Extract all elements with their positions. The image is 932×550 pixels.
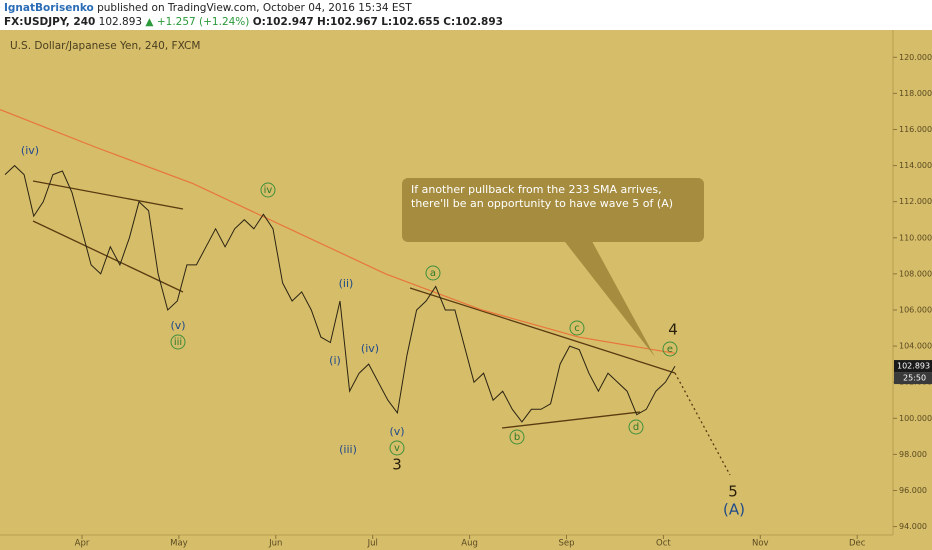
- y-tick-label: 108.000: [899, 269, 932, 278]
- author[interactable]: IgnatBorisenko: [4, 2, 94, 14]
- low: L:102.655: [381, 16, 440, 28]
- wave-circle: [569, 320, 585, 336]
- callout-text: If another pullback from the 233 SMA arr…: [411, 183, 662, 196]
- wave-circle: [170, 334, 186, 350]
- wave-label: iii: [174, 337, 182, 348]
- timer-box: [894, 372, 932, 385]
- y-tick-label: 94.000: [899, 522, 927, 531]
- wave-circle: [260, 182, 276, 198]
- wave-label: 3: [392, 456, 402, 474]
- x-tick-label: Nov: [752, 539, 769, 549]
- chart-title: U.S. Dollar/Japanese Yen, 240, FXCM: [10, 40, 200, 52]
- header-line-2: FX:USDJPY, 240 102.893 ▲ +1.257 (+1.24%)…: [4, 15, 928, 29]
- price-label: 102.893: [897, 362, 930, 371]
- y-tick-label: 112.000: [899, 197, 932, 206]
- background: [0, 30, 932, 550]
- callout-text: there'll be an opportunity to have wave …: [411, 197, 673, 210]
- wave-label: b: [514, 432, 520, 443]
- wave-label: (iv): [21, 144, 39, 157]
- trend-line: [32, 220, 184, 293]
- price-box: [894, 360, 932, 373]
- change: ▲ +1.257 (+1.24%): [145, 16, 250, 28]
- y-tick-label: 118.000: [899, 89, 932, 98]
- y-tick-label: 120.000: [899, 53, 932, 62]
- symbol: FX:USDJPY, 240: [4, 16, 96, 28]
- wave-circle: [509, 429, 525, 445]
- chart: U.S. Dollar/Japanese Yen, 240, FXCM 94.0…: [0, 30, 932, 550]
- wave-circle: [628, 419, 644, 435]
- x-tick-label: May: [170, 539, 188, 549]
- wave-label: 4: [668, 321, 678, 339]
- wave-label: (iii): [339, 443, 357, 456]
- published: published on TradingView.com, October 04…: [97, 2, 412, 14]
- x-tick-label: Jul: [367, 539, 378, 549]
- wave-label: c: [574, 323, 580, 334]
- y-tick-label: 110.000: [899, 233, 932, 242]
- callout: If another pullback from the 233 SMA arr…: [402, 178, 704, 357]
- x-tick-label: Aug: [461, 539, 478, 549]
- sma-line: [0, 109, 676, 354]
- wave-label: (A): [723, 501, 745, 519]
- trend-line: [32, 180, 184, 210]
- wave-label: v: [394, 443, 400, 454]
- callout-pointer: [540, 210, 655, 357]
- timer: 25:50: [903, 374, 926, 383]
- wave-label: e: [667, 344, 673, 355]
- wave-circle: [662, 341, 678, 357]
- x-tick-label: Sep: [558, 539, 574, 549]
- wave-label: a: [430, 268, 436, 279]
- wave-label: (ii): [339, 277, 354, 290]
- wave-circle: [425, 265, 441, 281]
- open: O:102.947: [252, 16, 314, 28]
- wave-label: iv: [264, 185, 273, 196]
- wave-label: (v): [170, 319, 185, 332]
- y-tick-label: 96.000: [899, 486, 927, 495]
- y-tick-label: 116.000: [899, 125, 932, 134]
- wave-circle: [389, 440, 405, 456]
- x-tick-label: Jun: [268, 539, 282, 549]
- trend-line: [409, 287, 676, 374]
- x-tick-label: Apr: [75, 539, 90, 549]
- y-tick-label: 114.000: [899, 161, 932, 170]
- last: 102.893: [98, 16, 143, 28]
- high: H:102.967: [317, 16, 378, 28]
- wave-label: d: [633, 422, 639, 433]
- header: IgnatBorisenko published on TradingView.…: [0, 0, 932, 30]
- trend-line: [501, 411, 641, 429]
- wave-label: (i): [329, 354, 341, 367]
- callout-box: [402, 178, 704, 242]
- price-line: [4, 164, 676, 423]
- x-tick-label: Oct: [656, 539, 671, 549]
- wave-label: (iv): [361, 342, 379, 355]
- y-tick-label: 98.000: [899, 450, 927, 459]
- header-line-1: IgnatBorisenko published on TradingView.…: [4, 1, 928, 15]
- y-tick-label: 104.000: [899, 342, 932, 351]
- trend-lines: [32, 180, 731, 476]
- wave-label: 5: [728, 483, 738, 501]
- y-tick-label: 106.000: [899, 305, 932, 314]
- x-tick-label: Dec: [849, 539, 866, 549]
- y-tick-label: 100.000: [899, 414, 932, 423]
- wave-label: (v): [389, 425, 404, 438]
- projection: [674, 372, 731, 476]
- close: C:102.893: [443, 16, 503, 28]
